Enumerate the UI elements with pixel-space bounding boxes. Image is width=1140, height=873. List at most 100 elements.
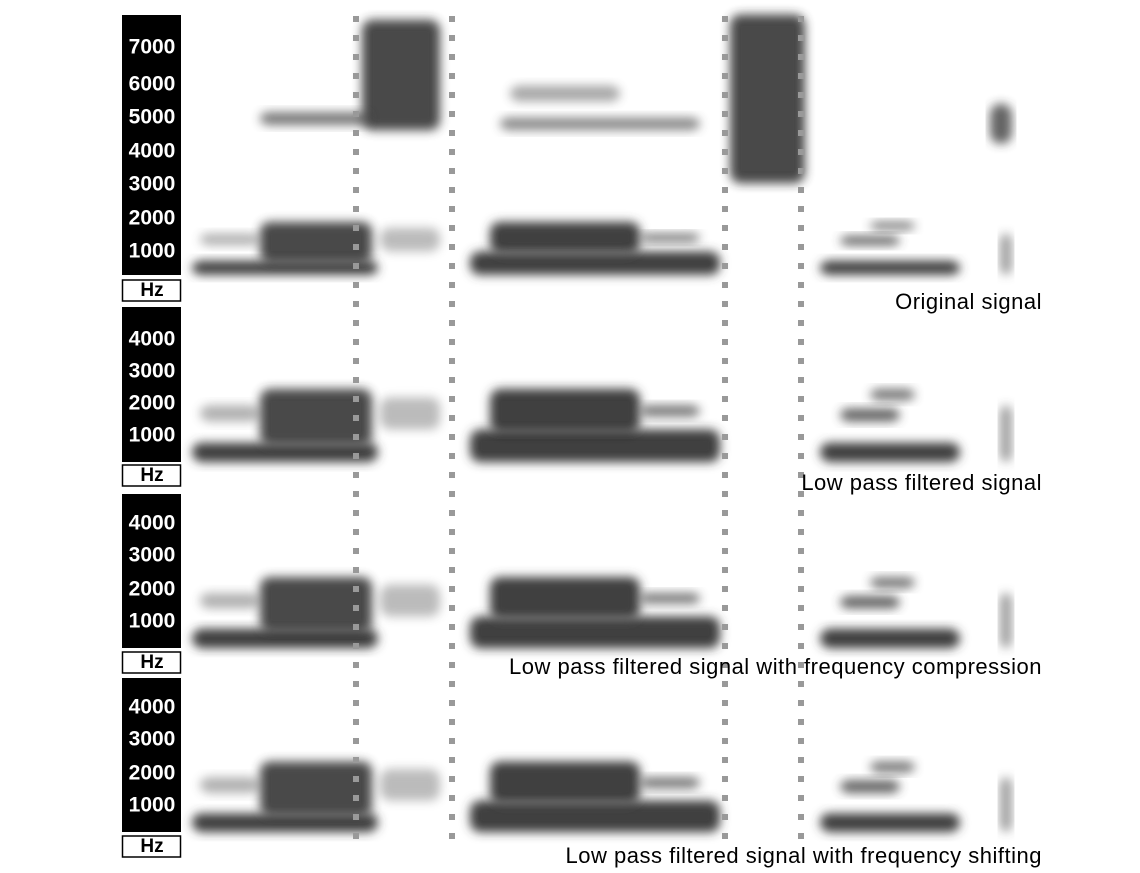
axis-column [122, 678, 181, 832]
marker-dot [449, 339, 455, 345]
marker-dot [798, 301, 804, 307]
marker-dot [798, 187, 804, 193]
marker-dot [722, 16, 728, 22]
marker-dot [353, 529, 359, 535]
marker-dot [798, 681, 804, 687]
tick-label: 2000 [129, 207, 176, 230]
spectral-energy [192, 813, 378, 832]
marker-dot [353, 434, 359, 440]
tick-label: 2000 [129, 578, 176, 601]
marker-dot [449, 738, 455, 744]
marker-dot [353, 814, 359, 820]
marker-dot [353, 757, 359, 763]
spectral-energy [200, 592, 260, 609]
marker-dot [798, 548, 804, 554]
marker-dot [353, 719, 359, 725]
spectral-energy [870, 221, 915, 231]
marker-dot [353, 282, 359, 288]
marker-dot [798, 415, 804, 421]
tick-label: 3000 [129, 728, 176, 751]
marker-dot [449, 510, 455, 516]
tick-label: 2000 [129, 762, 176, 785]
marker-dot [722, 320, 728, 326]
marker-dot [722, 738, 728, 744]
marker-dot [449, 377, 455, 383]
spectral-energy [490, 576, 640, 620]
marker-dot [353, 320, 359, 326]
spectral-energy [640, 405, 700, 417]
spectral-energy [490, 389, 640, 433]
spectral-energy [260, 761, 372, 817]
spectral-energy [192, 442, 378, 462]
marker-dot [798, 282, 804, 288]
marker-dot [449, 396, 455, 402]
marker-dot [353, 225, 359, 231]
spectral-energy [820, 260, 960, 275]
marker-dot [449, 206, 455, 212]
marker-dot [353, 662, 359, 668]
spectral-energy [470, 251, 720, 275]
spectral-energy [510, 85, 620, 102]
marker-dot [722, 491, 728, 497]
tick-label: 1000 [129, 240, 176, 263]
tick-label: 1000 [129, 424, 176, 447]
axis-column [122, 15, 181, 275]
marker-dot [449, 92, 455, 98]
spectral-energy [380, 584, 440, 617]
marker-dot [353, 130, 359, 136]
spectral-energy [1000, 233, 1012, 275]
marker-dot [449, 111, 455, 117]
spectral-energy [490, 761, 640, 804]
marker-dot [798, 586, 804, 592]
marker-dot [722, 453, 728, 459]
marker-dot [798, 643, 804, 649]
marker-dot [722, 510, 728, 516]
marker-dot [353, 510, 359, 516]
marker-dot [798, 111, 804, 117]
spectral-energy [990, 104, 1012, 144]
marker-dot [798, 244, 804, 250]
marker-dot [353, 111, 359, 117]
marker-dot [353, 396, 359, 402]
marker-dot [722, 301, 728, 307]
tick-label: 5000 [129, 106, 176, 129]
marker-dot [798, 130, 804, 136]
marker-dot [798, 54, 804, 60]
marker-dot [722, 92, 728, 98]
marker-dot [449, 320, 455, 326]
marker-dot [449, 795, 455, 801]
spectral-energy [470, 429, 720, 462]
marker-dot [798, 73, 804, 79]
marker-dot [722, 111, 728, 117]
tick-label: 1000 [129, 610, 176, 633]
marker-dot [353, 738, 359, 744]
marker-dot [722, 187, 728, 193]
spectral-energy [200, 777, 260, 793]
marker-dot [798, 434, 804, 440]
marker-dot [353, 681, 359, 687]
marker-dot [449, 187, 455, 193]
marker-dot [353, 776, 359, 782]
marker-dot [449, 700, 455, 706]
marker-dot [722, 73, 728, 79]
marker-dot [449, 776, 455, 782]
marker-dot [798, 510, 804, 516]
marker-dot [449, 282, 455, 288]
marker-dot [353, 377, 359, 383]
spectral-energy [640, 233, 700, 242]
marker-dot [449, 225, 455, 231]
spectral-energy [640, 592, 700, 604]
marker-dot [722, 605, 728, 611]
marker-dot [722, 130, 728, 136]
marker-dot [353, 73, 359, 79]
marker-dot [722, 529, 728, 535]
spectral-energy [380, 227, 440, 252]
marker-dot [449, 415, 455, 421]
spectral-energy [1000, 592, 1012, 648]
spectral-energy [500, 117, 700, 131]
marker-dot [798, 719, 804, 725]
spectral-energy [840, 595, 900, 609]
marker-dot [353, 244, 359, 250]
marker-dot [449, 681, 455, 687]
